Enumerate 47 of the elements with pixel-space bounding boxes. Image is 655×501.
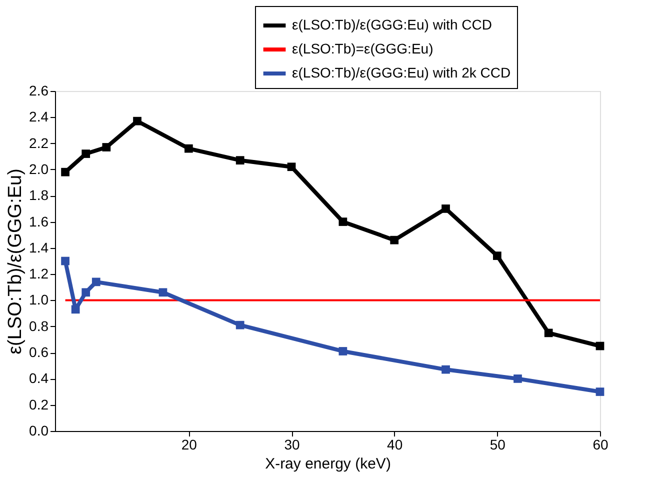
y-tick-label: 0.6 [29,344,49,360]
point [102,143,111,152]
point [92,278,100,286]
y-tick-label: 1.0 [29,292,49,308]
x-axis-title: X-ray energy (keV) [265,456,391,472]
point [236,156,244,164]
point [338,347,348,356]
y-tick-label: 0.0 [29,422,49,438]
y-tick-label: 1.2 [29,266,49,282]
point [514,374,522,383]
point [390,236,399,244]
y-tick-label: 2.2 [29,134,49,151]
point [71,305,80,314]
y-tick-label: 1.8 [29,187,49,204]
x-tick-label: 50 [490,436,506,452]
point [61,256,70,266]
point [544,328,553,338]
point [442,365,450,374]
point [82,150,90,158]
point [82,288,90,297]
point [61,168,70,176]
point [596,342,604,350]
x-tick-label: 20 [181,436,198,452]
y-tick-label: 0.8 [29,318,49,334]
point [236,320,244,330]
legend-label: ε(LSO:Tb)/ε(GGG:Eu) with CCD [292,16,492,32]
legend-label: ε(LSO:Tb)=ε(GGG:Eu) [292,40,434,56]
x-tick-label: 60 [592,436,608,452]
y-tick-label: 1.4 [29,239,49,256]
point [492,252,502,260]
point [158,288,168,297]
y-tick-label: 2.6 [29,82,49,98]
x-tick-label: 40 [387,436,403,452]
point [184,144,193,153]
y-tick-label: 2.0 [29,160,49,177]
point [133,116,142,126]
point [442,204,450,213]
point [287,162,296,172]
y-tick-label: 1.6 [29,213,49,230]
point [338,218,348,226]
y-tick-label: 0.4 [29,370,49,386]
legend-label: ε(LSO:Tb)/ε(GGG:Eu) with 2k CCD [292,64,511,80]
y-tick-label: 0.2 [29,396,49,412]
y-tick-label: 2.4 [29,108,49,125]
point [596,388,604,396]
x-tick-label: 30 [284,436,300,452]
y-axis-title: ε(LSO:Tb)/ε(GGG:Eu) [5,168,26,354]
